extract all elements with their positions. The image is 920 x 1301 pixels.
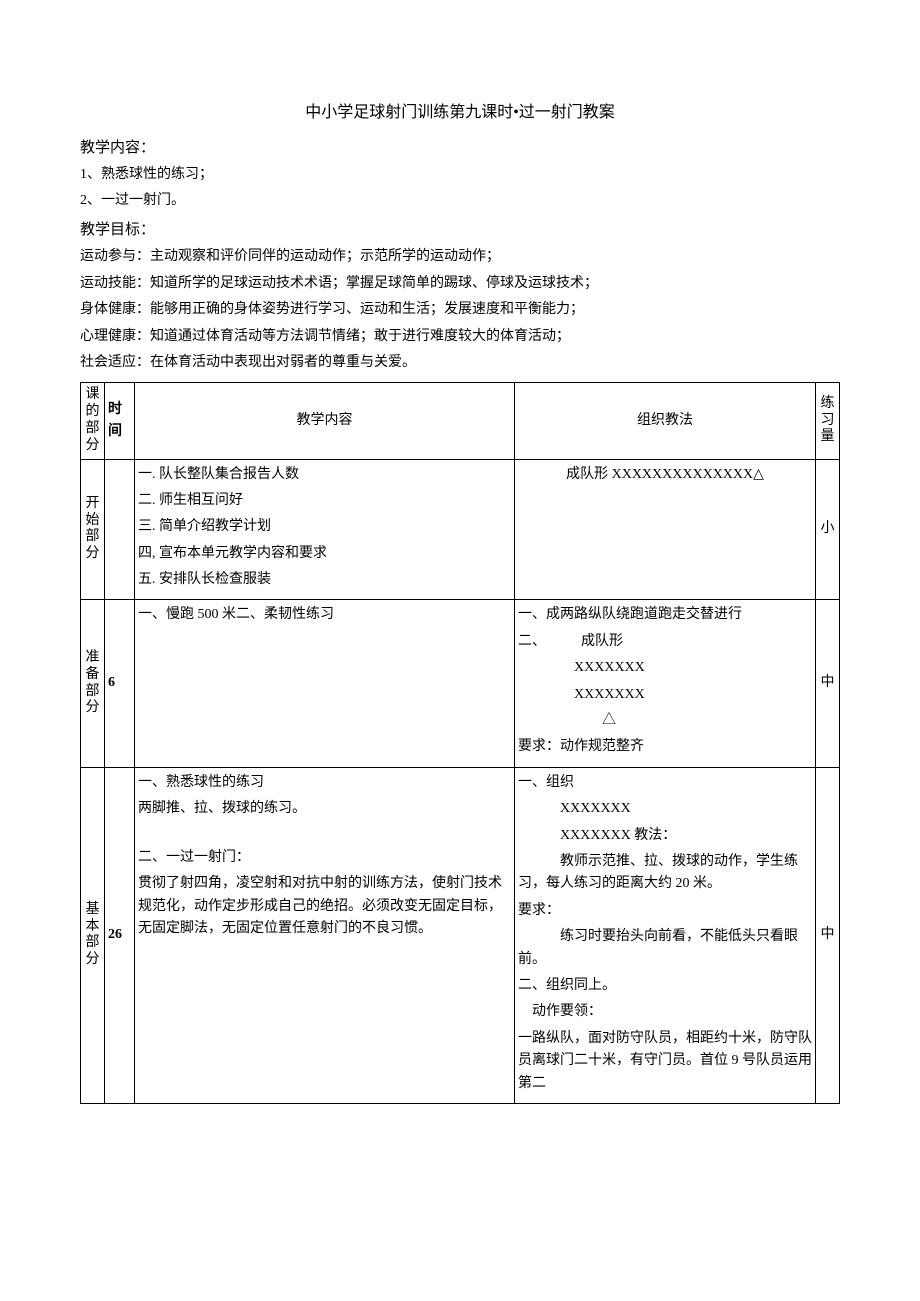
- method-formation: 成队形 XXXXXXXXXXXXXX△: [518, 464, 812, 486]
- content-line-1: 1、熟悉球性的练习；: [80, 164, 840, 186]
- page-title: 中小学足球射门训练第九课时•过一射门教案: [80, 100, 840, 126]
- lesson-table: 课的部分 时间 教学内容 组织教法 练习量 开始部分 一. 队长整队集合报告人数…: [80, 382, 840, 1104]
- cell-content: 一. 队长整队集合报告人数二. 师生相互问好三. 简单介绍教学计划四, 宣布本单…: [135, 459, 515, 600]
- header-amount: 练习量: [816, 383, 840, 459]
- table-row: 准备部分 6 一、慢跑 500 米二、柔韧性练习 一、成两路纵队绕跑道跑走交替进…: [81, 600, 840, 767]
- goal-line-2: 运动技能：知道所学的足球运动技术术语；掌握足球简单的踢球、停球及运球技术；: [80, 273, 840, 295]
- header-content: 教学内容: [135, 383, 515, 459]
- header-time: 时间: [105, 383, 135, 459]
- header-part: 课的部分: [81, 383, 105, 459]
- content-heading: 教学内容：: [80, 136, 840, 160]
- cell-content: 一、慢跑 500 米二、柔韧性练习: [135, 600, 515, 767]
- cell-method: 成队形 XXXXXXXXXXXXXX△: [515, 459, 816, 600]
- goal-line-1: 运动参与：主动观察和评价同伴的运动动作；示范所学的运动动作；: [80, 246, 840, 268]
- cell-time: [105, 459, 135, 600]
- cell-method: 一、成两路纵队绕跑道跑走交替进行二、 成队形 XXXXXXX XXXXXXX △…: [515, 600, 816, 767]
- cell-amount: 小: [816, 459, 840, 600]
- cell-part: 准备部分: [81, 600, 105, 767]
- goal-line-5: 社会适应：在体育活动中表现出对弱者的尊重与关爱。: [80, 352, 840, 374]
- table-header-row: 课的部分 时间 教学内容 组织教法 练习量: [81, 383, 840, 459]
- cell-part: 基本部分: [81, 767, 105, 1103]
- cell-time: 26: [105, 767, 135, 1103]
- cell-part: 开始部分: [81, 459, 105, 600]
- header-method: 组织教法: [515, 383, 816, 459]
- goal-line-3: 身体健康：能够用正确的身体姿势进行学习、运动和生活；发展速度和平衡能力；: [80, 299, 840, 321]
- cell-content: 一、熟悉球性的练习两脚推、拉、拨球的练习。二、一过一射门：贯彻了射四角，凌空射和…: [135, 767, 515, 1103]
- cell-amount: 中: [816, 767, 840, 1103]
- cell-time: 6: [105, 600, 135, 767]
- table-row: 基本部分 26 一、熟悉球性的练习两脚推、拉、拨球的练习。二、一过一射门：贯彻了…: [81, 767, 840, 1103]
- table-row: 开始部分 一. 队长整队集合报告人数二. 师生相互问好三. 简单介绍教学计划四,…: [81, 459, 840, 600]
- cell-method: 一、组织 XXXXXXX XXXXXXX 教法： 教师示范推、拉、拨球的动作，学…: [515, 767, 816, 1103]
- content-line-2: 2、一过一射门。: [80, 190, 840, 212]
- goal-line-4: 心理健康：知道通过体育活动等方法调节情绪；敢于进行难度较大的体育活动；: [80, 326, 840, 348]
- goal-heading: 教学目标：: [80, 218, 840, 242]
- cell-amount: 中: [816, 600, 840, 767]
